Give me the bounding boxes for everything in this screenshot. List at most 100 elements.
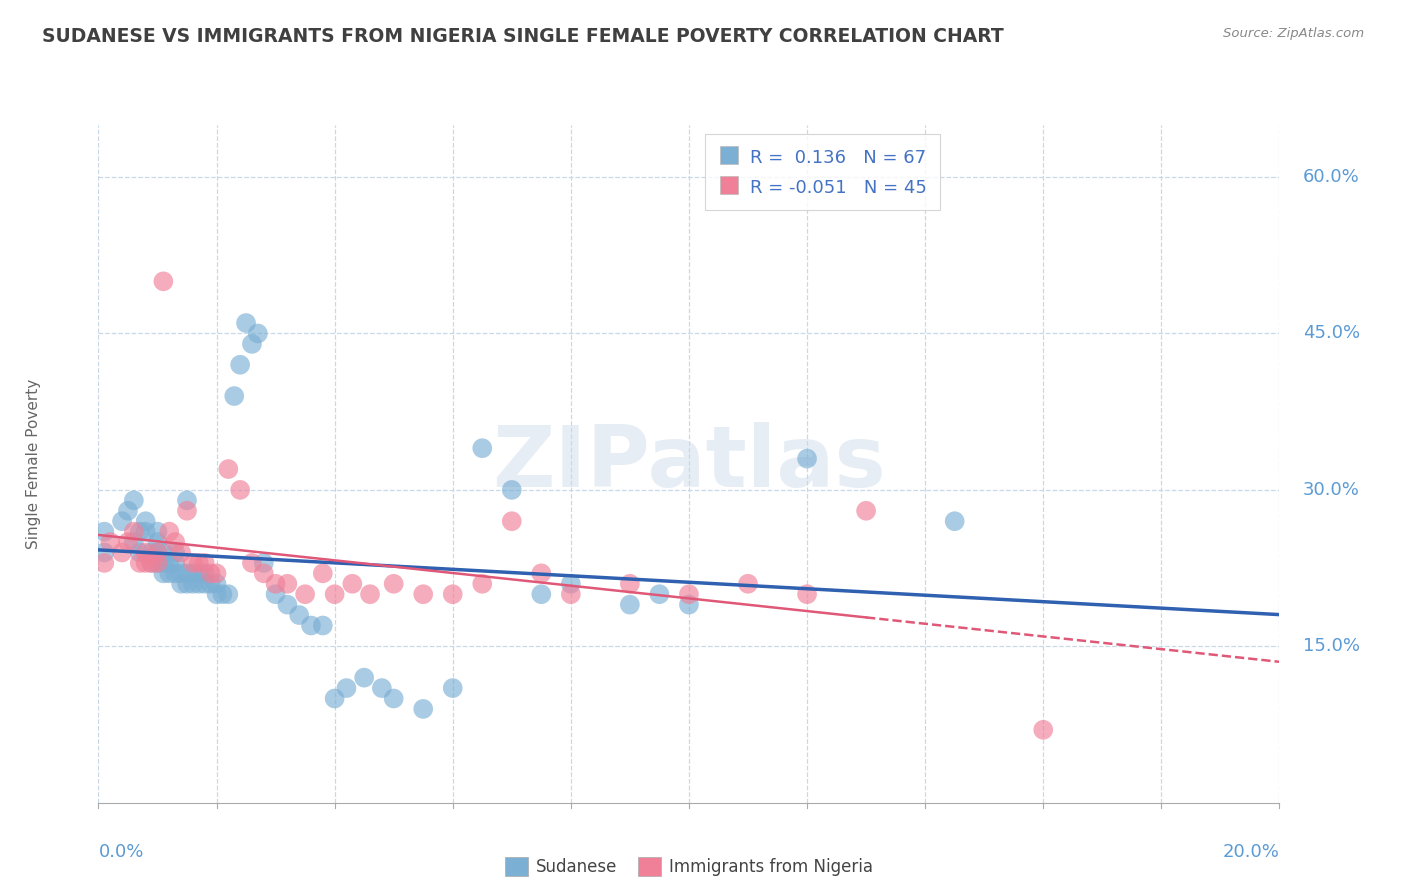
Point: [855, 504, 877, 518]
Point: [194, 576, 217, 591]
Point: [117, 535, 139, 549]
Point: [93, 556, 115, 570]
Point: [157, 566, 180, 581]
Point: [312, 618, 335, 632]
Point: [737, 576, 759, 591]
Point: [165, 566, 187, 581]
Point: [122, 493, 145, 508]
Point: [170, 545, 193, 559]
Point: [135, 514, 157, 528]
Point: [288, 608, 311, 623]
Point: [165, 556, 187, 570]
Point: [382, 691, 405, 706]
Point: [117, 504, 139, 518]
Point: [235, 316, 257, 330]
Point: [181, 576, 204, 591]
Point: [678, 587, 700, 601]
Point: [98, 535, 121, 549]
Point: [323, 587, 346, 601]
Point: [152, 274, 174, 288]
Point: [530, 587, 553, 601]
Point: [312, 566, 335, 581]
Point: [382, 576, 405, 591]
Point: [796, 451, 818, 466]
Point: [141, 556, 163, 570]
Point: [111, 514, 134, 528]
Point: [619, 598, 641, 612]
Point: [501, 483, 523, 497]
Point: [152, 545, 174, 559]
Text: 15.0%: 15.0%: [1303, 638, 1360, 656]
Point: [211, 587, 233, 601]
Point: [229, 358, 252, 372]
Point: [152, 566, 174, 581]
Point: [678, 598, 700, 612]
Point: [122, 535, 145, 549]
Legend: Sudanese, Immigrants from Nigeria: Sudanese, Immigrants from Nigeria: [498, 850, 880, 882]
Point: [181, 566, 204, 581]
Point: [359, 587, 381, 601]
Point: [165, 535, 187, 549]
Point: [560, 587, 582, 601]
Point: [619, 576, 641, 591]
Point: [146, 556, 169, 570]
Point: [135, 524, 157, 539]
Point: [253, 556, 276, 570]
Point: [176, 493, 198, 508]
Point: [229, 483, 252, 497]
Point: [111, 545, 134, 559]
Point: [128, 556, 150, 570]
Point: [323, 691, 346, 706]
Point: [412, 702, 434, 716]
Point: [240, 556, 263, 570]
Point: [135, 556, 157, 570]
Point: [648, 587, 671, 601]
Text: 0.0%: 0.0%: [98, 844, 143, 862]
Point: [205, 566, 228, 581]
Point: [165, 545, 187, 559]
Point: [342, 576, 364, 591]
Point: [501, 514, 523, 528]
Point: [217, 587, 239, 601]
Point: [560, 576, 582, 591]
Point: [371, 681, 394, 695]
Text: 30.0%: 30.0%: [1303, 481, 1360, 499]
Point: [146, 524, 169, 539]
Text: 20.0%: 20.0%: [1223, 844, 1279, 862]
Point: [170, 566, 193, 581]
Point: [187, 556, 209, 570]
Point: [441, 587, 464, 601]
Point: [217, 462, 239, 476]
Point: [157, 556, 180, 570]
Point: [157, 524, 180, 539]
Point: [146, 545, 169, 559]
Point: [128, 524, 150, 539]
Point: [943, 514, 966, 528]
Text: ZIPatlas: ZIPatlas: [492, 422, 886, 506]
Text: 45.0%: 45.0%: [1303, 325, 1360, 343]
Point: [441, 681, 464, 695]
Point: [93, 545, 115, 559]
Text: 60.0%: 60.0%: [1303, 168, 1360, 186]
Point: [194, 566, 217, 581]
Point: [200, 576, 222, 591]
Point: [294, 587, 316, 601]
Point: [187, 576, 209, 591]
Point: [146, 556, 169, 570]
Point: [128, 545, 150, 559]
Point: [176, 504, 198, 518]
Point: [205, 576, 228, 591]
Point: [276, 576, 298, 591]
Point: [146, 535, 169, 549]
Point: [194, 556, 217, 570]
Point: [240, 337, 263, 351]
Text: Single Female Poverty: Single Female Poverty: [25, 379, 41, 549]
Point: [170, 576, 193, 591]
Point: [353, 671, 375, 685]
Point: [471, 441, 494, 455]
Point: [1032, 723, 1054, 737]
Point: [412, 587, 434, 601]
Point: [141, 545, 163, 559]
Point: [176, 566, 198, 581]
Point: [224, 389, 246, 403]
